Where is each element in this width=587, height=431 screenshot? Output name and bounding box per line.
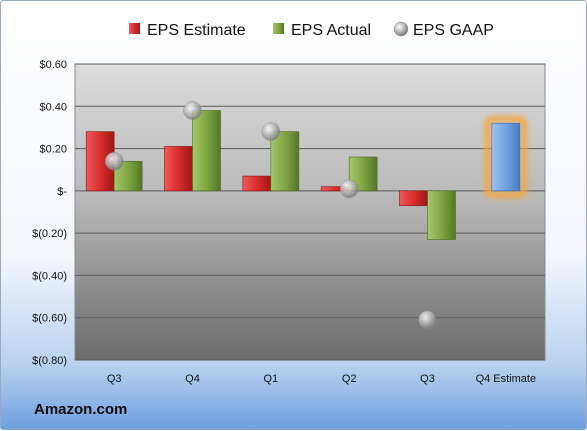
gaap-marker [261,122,281,141]
y-tick-label: $(0.40) [32,270,67,282]
estimate-bar [399,190,428,206]
legend: EPS Estimate EPS Actual EPS GAAP [129,21,494,39]
y-tick-label: $0.40 [39,101,67,113]
y-tick-label: $- [57,186,67,198]
y-tick-label: $0.20 [39,144,67,156]
y-tick-label: $(0.60) [32,313,67,325]
x-category-label: Q3 [107,373,122,385]
gaap-marker [104,152,124,171]
x-category-label: Q2 [342,373,357,385]
x-category-label: Q4 [185,373,200,385]
brand-label: Amazon.com [34,401,128,418]
gaap-marker [418,310,437,330]
legend-label: EPS Actual [291,22,371,39]
legend-swatch [393,21,409,37]
x-category-label: Q4 Estimate [476,373,537,385]
legend-label: EPS Estimate [147,22,246,39]
actual-bar [192,110,221,192]
plot-area [74,63,546,361]
actual-bar [427,190,456,240]
actual-bar [348,156,378,192]
estimate-bar [164,146,193,192]
legend-swatch [273,23,284,34]
y-tick-label: $0.60 [39,59,67,71]
gaap-markers [104,101,437,330]
actual-bar [270,131,300,192]
x-category-label: Q1 [263,373,278,385]
y-tick-label: $(0.20) [32,228,67,240]
estimate-highlight-glow [484,116,527,198]
gaap-marker [339,179,359,198]
estimate-bar [242,175,272,192]
y-tick-label: $(0.80) [32,355,67,367]
x-category-label: Q3 [420,373,435,385]
legend-label: EPS GAAP [413,22,494,39]
q4-estimate-bar [491,122,521,192]
gaap-marker [183,101,202,120]
y-axis-ticks: $0.60 $0.40 $0.20 $- $(0.20) $(0.40) $(0.60) $(… [32,59,67,367]
gridlines [75,63,545,361]
x-axis-categories: Q3 Q4 Q1 Q2 Q3 Q4 Estimate [107,373,536,385]
legend-swatch [129,23,140,34]
